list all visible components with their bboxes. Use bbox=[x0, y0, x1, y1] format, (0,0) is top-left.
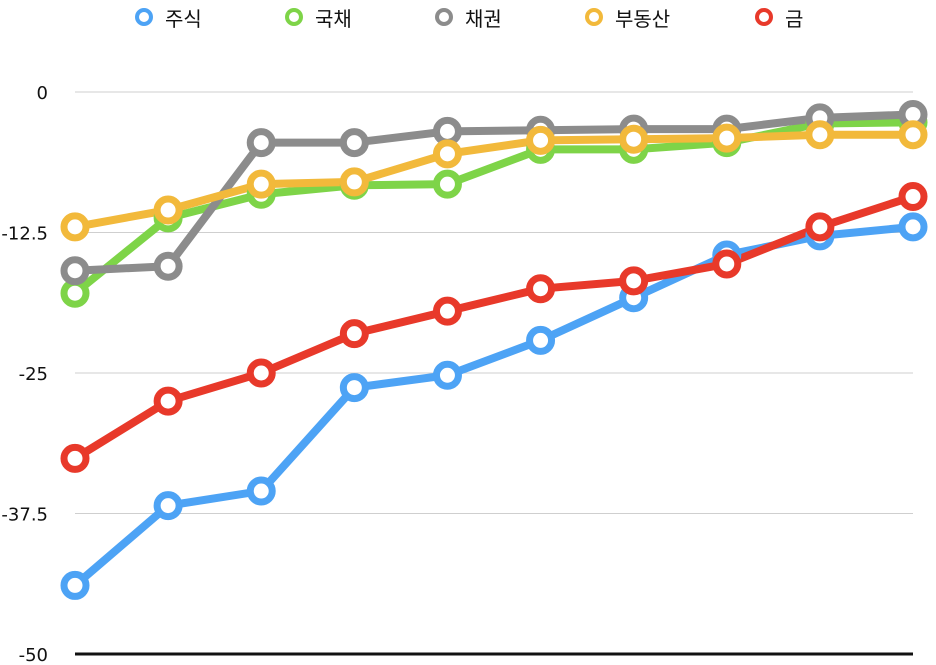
data-point[interactable] bbox=[60, 256, 90, 286]
data-point[interactable] bbox=[712, 249, 742, 279]
data-point[interactable] bbox=[805, 212, 835, 242]
y-tick-label: -12.5 bbox=[1, 224, 48, 245]
series-line-2 bbox=[71, 110, 917, 275]
legend-label: 금 bbox=[785, 6, 804, 31]
legend-item-treasury[interactable]: 국채 bbox=[285, 2, 352, 32]
data-point[interactable] bbox=[526, 125, 556, 155]
data-point[interactable] bbox=[432, 116, 462, 146]
legend-label: 주식 bbox=[165, 6, 202, 31]
data-point[interactable] bbox=[712, 123, 742, 153]
data-point[interactable] bbox=[339, 373, 369, 403]
data-point[interactable] bbox=[619, 266, 649, 296]
legend-item-bonds[interactable]: 채권 bbox=[435, 2, 502, 32]
data-point[interactable] bbox=[60, 443, 90, 473]
data-point[interactable] bbox=[805, 120, 835, 150]
data-point[interactable] bbox=[60, 212, 90, 242]
data-point[interactable] bbox=[246, 169, 276, 199]
legend-marker-icon bbox=[585, 8, 603, 26]
y-tick-label: 0 bbox=[37, 83, 48, 104]
data-point[interactable] bbox=[432, 139, 462, 169]
data-point[interactable] bbox=[246, 358, 276, 388]
data-point[interactable] bbox=[526, 274, 556, 304]
data-point[interactable] bbox=[898, 212, 928, 242]
data-point[interactable] bbox=[246, 128, 276, 158]
legend: 주식 국채 채권 부동산 금 bbox=[0, 2, 936, 32]
legend-label: 국채 bbox=[315, 6, 352, 31]
data-point[interactable] bbox=[619, 124, 649, 154]
data-point[interactable] bbox=[432, 169, 462, 199]
legend-label: 채권 bbox=[465, 6, 502, 31]
data-point[interactable] bbox=[153, 251, 183, 281]
legend-label: 부동산 bbox=[615, 6, 671, 31]
legend-marker-icon bbox=[435, 8, 453, 26]
data-point[interactable] bbox=[432, 360, 462, 390]
series-line-3 bbox=[71, 130, 917, 231]
data-point[interactable] bbox=[432, 296, 462, 326]
data-point[interactable] bbox=[898, 120, 928, 150]
data-point[interactable] bbox=[153, 195, 183, 225]
series-lines bbox=[71, 110, 917, 590]
data-point[interactable] bbox=[153, 491, 183, 521]
data-point[interactable] bbox=[339, 319, 369, 349]
data-point[interactable] bbox=[526, 325, 556, 355]
legend-marker-icon bbox=[285, 8, 303, 26]
series-line-4 bbox=[71, 192, 917, 463]
legend-marker-icon bbox=[755, 8, 773, 26]
series-line-0 bbox=[71, 222, 917, 590]
legend-item-gold[interactable]: 금 bbox=[755, 2, 803, 32]
y-tick-label: -50 bbox=[19, 645, 48, 665]
y-tick-label: -25 bbox=[19, 364, 48, 385]
data-point[interactable] bbox=[60, 570, 90, 600]
legend-item-stocks[interactable]: 주식 bbox=[135, 2, 202, 32]
gridlines bbox=[75, 91, 913, 656]
series-points bbox=[60, 99, 928, 600]
data-point[interactable] bbox=[153, 386, 183, 416]
legend-marker-icon bbox=[135, 8, 153, 26]
legend-item-real-estate[interactable]: 부동산 bbox=[585, 2, 670, 32]
data-point[interactable] bbox=[898, 182, 928, 212]
data-point[interactable] bbox=[60, 278, 90, 308]
data-point[interactable] bbox=[246, 476, 276, 506]
data-point[interactable] bbox=[339, 128, 369, 158]
data-point[interactable] bbox=[339, 167, 369, 197]
y-tick-label: -37.5 bbox=[1, 505, 48, 526]
y-axis-ticks: 0 -12.5 -25 -37.5 -50 bbox=[1, 83, 48, 665]
